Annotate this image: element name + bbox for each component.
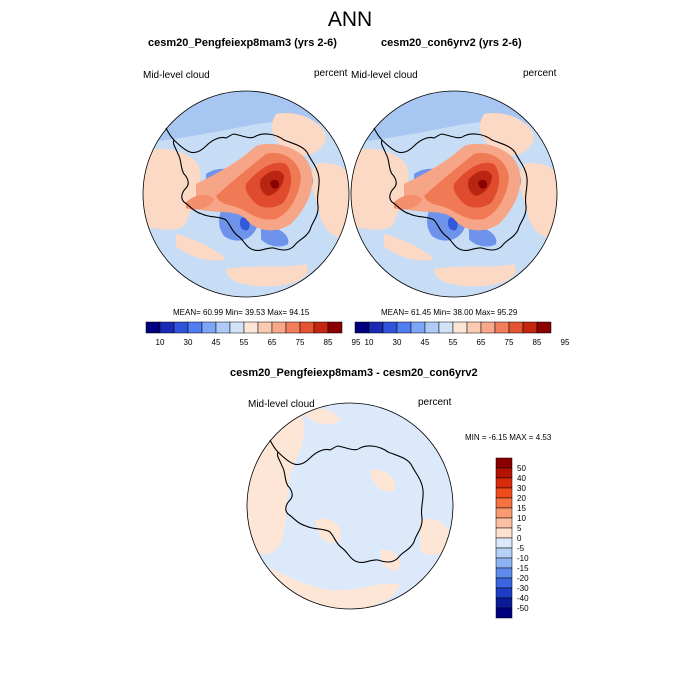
map-border-panel-2: [350, 90, 558, 298]
colorbar-swatch: [187, 321, 203, 334]
panel-1-variable: Mid-level cloud: [143, 70, 210, 81]
colorbar-tick-label: -20: [517, 574, 529, 583]
colorbar-swatch: [257, 321, 273, 334]
colorbar-tick-label: 95: [352, 338, 361, 347]
colorbar-tick-label: 55: [240, 338, 249, 347]
colorbar-swatch: [508, 321, 524, 334]
colorbar-swatch: [410, 321, 426, 334]
colorbar-tick-label: 30: [393, 338, 402, 347]
panel-1-title: cesm20_Pengfeiexp8mam3 (yrs 2-6): [148, 37, 337, 49]
map-border-panel-3: [246, 402, 454, 610]
colorbar-tick-label: -30: [517, 584, 529, 593]
colorbar-tick-label: 10: [517, 514, 526, 523]
panel-3-variable: Mid-level cloud: [248, 399, 315, 410]
colorbar-swatch: [173, 321, 189, 334]
colorbar-swatch: [495, 457, 513, 469]
colorbar-swatch: [495, 527, 513, 539]
colorbar-tick-label: -50: [517, 604, 529, 613]
colorbar-swatch: [494, 321, 510, 334]
colorbar-swatch: [438, 321, 454, 334]
colorbar-tick-label: 65: [268, 338, 277, 347]
map-panel-2: [351, 91, 557, 297]
colorbar-tick-label: 30: [184, 338, 193, 347]
colorbar-swatch: [452, 321, 468, 334]
colorbar-swatch: [495, 597, 513, 609]
colorbar-swatch: [243, 321, 259, 334]
panel-1-units: percent: [314, 68, 348, 79]
colorbar-swatch: [271, 321, 287, 334]
colorbar-swatch: [480, 321, 496, 334]
panel-3-units: percent: [418, 397, 452, 408]
colorbar-swatch: [215, 321, 231, 334]
colorbar-tick-label: 45: [421, 338, 430, 347]
colorbar-swatch: [495, 587, 513, 599]
colorbar-swatch: [466, 321, 482, 334]
colorbar-swatch: [536, 321, 552, 334]
panel-2-units: percent: [523, 68, 557, 79]
map-border-panel-1: [142, 90, 350, 298]
colorbar-swatch: [495, 487, 513, 499]
colorbar-tick-label: -40: [517, 594, 529, 603]
colorbar-swatch: [327, 321, 343, 334]
plot-main-title: ANN: [327, 8, 373, 31]
colorbar-tick-label: 75: [505, 338, 514, 347]
colorbar-swatch: [424, 321, 440, 334]
colorbar-tick-label: 55: [449, 338, 458, 347]
colorbar-swatch: [201, 321, 217, 334]
colorbar-swatch: [522, 321, 538, 334]
colorbar-tick-label: 10: [156, 338, 165, 347]
colorbar-swatch: [495, 537, 513, 549]
colorbar-swatch: [396, 321, 412, 334]
colorbar-tick-label: 10: [365, 338, 374, 347]
colorbar-swatch: [285, 321, 301, 334]
panel-2-title: cesm20_con6yrv2 (yrs 2-6): [381, 37, 522, 49]
colorbar-swatch: [495, 507, 513, 519]
colorbar-tick-label: 95: [561, 338, 570, 347]
colorbar-swatch: [382, 321, 398, 334]
colorbar-tick-label: 40: [517, 474, 526, 483]
colorbar-swatch: [313, 321, 329, 334]
colorbar-swatch: [368, 321, 384, 334]
colorbar-tick-label: -15: [517, 564, 529, 573]
colorbar-tick-label: 85: [324, 338, 333, 347]
colorbar-tick-label: 65: [477, 338, 486, 347]
colorbar-swatch: [495, 517, 513, 529]
colorbar-swatch: [159, 321, 175, 334]
colorbar-tick-label: 5: [517, 524, 522, 533]
panel-3-stats: MIN = -6.15 MAX = 4.53: [465, 433, 552, 442]
panel-2-variable: Mid-level cloud: [351, 70, 418, 81]
colorbar-swatch: [495, 557, 513, 569]
colorbar-swatch: [229, 321, 245, 334]
colorbar-tick-label: 0: [517, 534, 522, 543]
panel-3-title: cesm20_Pengfeiexp8mam3 - cesm20_con6yrv2: [230, 367, 478, 379]
colorbar-swatch: [495, 477, 513, 489]
colorbar-tick-label: 15: [517, 504, 526, 513]
colorbar-swatch: [495, 497, 513, 509]
panel-2-stats: MEAN= 61.45 Min= 38.00 Max= 95.29: [381, 308, 518, 317]
colorbar-swatch: [495, 577, 513, 589]
map-panel-3: [247, 403, 453, 609]
colorbar-panel-1: 10 30 45 55 65 75 85 95: [145, 321, 361, 347]
colorbar-tick-label: 45: [212, 338, 221, 347]
colorbar-panel-2: 10 30 45 55 65 75 85 95: [354, 321, 570, 347]
colorbar-swatch: [299, 321, 315, 334]
colorbar-tick-label: 30: [517, 484, 526, 493]
colorbar-tick-label: 20: [517, 494, 526, 503]
colorbar-swatch: [354, 321, 370, 334]
map-panel-1: [143, 91, 349, 297]
colorbar-swatch: [145, 321, 161, 334]
colorbar-swatch: [495, 567, 513, 579]
panel-1-stats: MEAN= 60.99 Min= 39.53 Max= 94.15: [173, 308, 310, 317]
colorbar-tick-label: 85: [533, 338, 542, 347]
colorbar-swatch: [495, 467, 513, 479]
colorbar-swatch: [495, 607, 513, 619]
colorbar-tick-label: 75: [296, 338, 305, 347]
colorbar-tick-label: -5: [517, 544, 525, 553]
colorbar-tick-label: -10: [517, 554, 529, 563]
colorbar-swatch: [495, 547, 513, 559]
colorbar-tick-label: 50: [517, 464, 526, 473]
